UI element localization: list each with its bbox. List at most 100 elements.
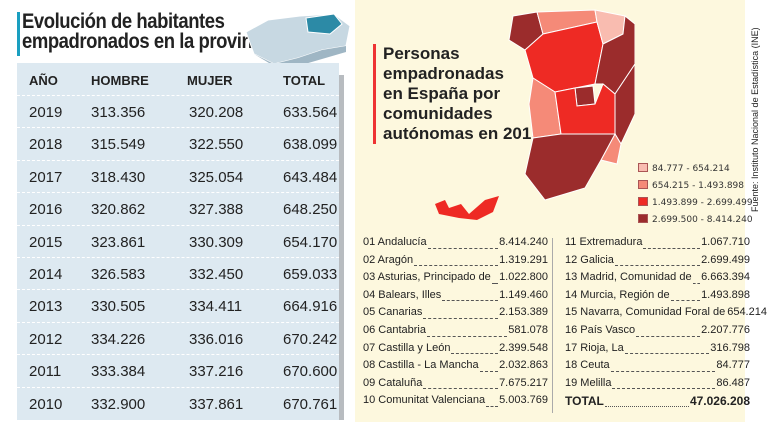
- total-label: TOTAL: [565, 394, 604, 409]
- region-valenciana: [614, 63, 635, 146]
- dot-leader: [643, 236, 701, 249]
- region-item: 01 Andalucía 8.414.240: [363, 236, 548, 254]
- year-cell: 2015: [29, 233, 63, 251]
- region-canarias: [435, 196, 499, 220]
- year-cell: 2017: [29, 168, 63, 186]
- region-name: 18 Ceuta: [565, 359, 610, 372]
- year-cell: 2010: [29, 395, 63, 413]
- region-madrid: [574, 85, 596, 107]
- legend-label: 1.493.899 - 2.699.499: [652, 198, 753, 208]
- region-item: 09 Cataluña 7.675.217: [363, 377, 548, 395]
- total-cell: 633.564: [283, 104, 338, 121]
- region-value: 2.207.776: [701, 323, 750, 336]
- map-title-line: en España por: [383, 84, 501, 103]
- table-row: 2013 330.505 334.411 664.916: [17, 289, 339, 322]
- men-cell: 320.862: [91, 201, 146, 219]
- legend-item: 654.215 - 1.493.898: [638, 180, 744, 191]
- region-value: 2.699.499: [701, 253, 750, 266]
- dot-leader: [614, 254, 701, 267]
- table-row: 2012 334.226 336.016 670.242: [17, 321, 339, 355]
- list-divider: [552, 238, 553, 413]
- dot-leader: [423, 306, 499, 319]
- table-row: 2019 313.356 320.208 633.564: [17, 95, 339, 128]
- region-item: 06 Cantabria 581.078: [363, 324, 548, 342]
- title-line-2: empadronados en la provincia: [22, 30, 277, 53]
- men-cell: 323.861: [91, 233, 146, 251]
- year-cell: 2018: [29, 136, 63, 154]
- men-cell: 313.356: [91, 104, 146, 121]
- legend-label: 84.777 - 654.214: [652, 164, 730, 174]
- men-cell: 326.583: [91, 266, 146, 283]
- women-cell: 322.550: [189, 136, 244, 154]
- header-men: HOMBRE: [91, 73, 149, 88]
- dot-leader: [610, 359, 716, 372]
- dot-leader: [624, 342, 710, 355]
- region-item: 15 Navarra, Comunidad Foral de 654.214: [565, 306, 767, 324]
- dot-leader: [442, 289, 499, 302]
- men-cell: 330.505: [91, 298, 146, 316]
- region-value: 86.487: [716, 376, 750, 389]
- legend-item: 84.777 - 654.214: [638, 163, 730, 174]
- region-value: 2.032.863: [499, 359, 548, 372]
- region-item: 03 Asturias, Principado de 1.022.800: [363, 271, 548, 289]
- region-name: 16 País Vasco: [565, 323, 636, 336]
- dot-leader: [451, 342, 499, 355]
- table-row: 2018 315.549 322.550 638.099: [17, 127, 339, 160]
- total-cell: 648.250: [283, 201, 338, 219]
- dot-leader: [486, 394, 499, 407]
- map-title-line: empadronadas: [383, 64, 504, 83]
- region-item: 11 Extremadura 1.067.710: [565, 236, 750, 254]
- region-list-left: 01 Andalucía 8.414.240 02 Aragón 1.319.291 0…: [363, 236, 548, 412]
- dot-leader: [636, 324, 701, 337]
- year-cell: 2012: [29, 330, 63, 348]
- region-name: 12 Galicia: [565, 253, 614, 266]
- women-cell: 332.450: [189, 266, 244, 283]
- men-cell: 334.226: [91, 330, 146, 348]
- region-name: 13 Madrid, Comunidad de: [565, 271, 692, 284]
- region-name: 02 Aragón: [363, 253, 414, 266]
- region-value: 1.319.291: [499, 253, 548, 266]
- region-value: 1.067.710: [701, 236, 750, 248]
- region-item: 18 Ceuta 84.777: [565, 359, 750, 377]
- region-item: 14 Murcia, Región de 1.493.898: [565, 289, 750, 307]
- men-cell: 315.549: [91, 136, 146, 154]
- region-name: 14 Murcia, Región de: [565, 288, 670, 301]
- header-year: AÑO: [29, 73, 58, 88]
- region-value: 316.798: [710, 341, 750, 354]
- region-name: 04 Balears, Illes: [363, 288, 442, 301]
- table-row: 2016 320.862 327.388 648.250: [17, 192, 339, 225]
- title-accent-bar: [17, 12, 20, 56]
- women-cell: 330.309: [189, 233, 244, 251]
- dot-leader: [670, 289, 701, 302]
- region-item: 19 Melilla 86.487: [565, 377, 750, 395]
- region-name: 05 Canarias: [363, 306, 423, 319]
- year-cell: 2011: [29, 363, 62, 381]
- region-item: 05 Canarias 2.153.389: [363, 306, 548, 324]
- legend-label: 2.699.500 - 8.414.240: [652, 215, 753, 225]
- region-name: 10 Comunitat Valenciana: [363, 394, 486, 407]
- region-name: 01 Andalucía: [363, 236, 427, 248]
- legend-swatch: [638, 197, 648, 206]
- map-title-line: autónomas en 2019: [383, 124, 541, 143]
- region-value: 1.493.898: [701, 288, 750, 301]
- total-cell: 654.170: [283, 233, 338, 251]
- region-item: 08 Castilla - La Mancha 2.032.863: [363, 359, 548, 377]
- region-name: 07 Castilla y León: [363, 341, 451, 354]
- region-name: 03 Asturias, Principado de: [363, 271, 491, 284]
- total-cell: 664.916: [283, 298, 338, 316]
- map-title: Personas empadronadas en España por comunid…: [373, 44, 541, 144]
- title-line-1: Evolución de habitantes: [22, 10, 225, 33]
- dot-leader: [423, 377, 499, 390]
- year-cell: 2013: [29, 298, 63, 316]
- region-item: 04 Balears, Illes 1.149.460: [363, 289, 548, 307]
- table-row: 2014 326.583 332.450 659.033: [17, 257, 339, 290]
- region-andalucia: [524, 133, 616, 201]
- region-value: 654.214: [727, 306, 767, 319]
- region-item: 17 Rioja, La 316.798: [565, 342, 750, 360]
- region-item: 16 País Vasco 2.207.776: [565, 324, 750, 342]
- legend-swatch: [638, 180, 648, 189]
- region-value: 6.663.394: [701, 271, 750, 284]
- year-cell: 2014: [29, 266, 63, 283]
- population-table: AÑO HOMBRE MUJER TOTAL 2019 313.356 320.20…: [17, 63, 339, 420]
- women-cell: 327.388: [189, 201, 244, 219]
